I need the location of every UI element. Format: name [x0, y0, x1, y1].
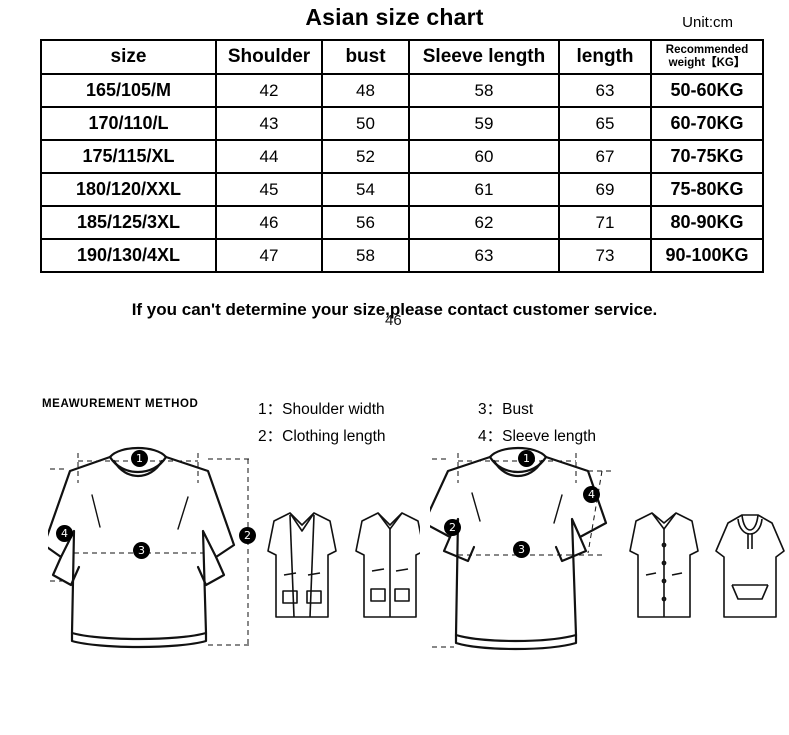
cell-shoulder: 44: [215, 139, 323, 174]
cell-sleeve: 60: [408, 139, 560, 174]
cell-size: 165/105/M: [40, 73, 217, 108]
cell-size: 170/110/L: [40, 106, 217, 141]
header-sleeve-length: Sleeve length: [408, 39, 560, 75]
table-header-row: size Shoulder bust Sleeve length length …: [40, 39, 764, 75]
badge-2-shortsleeve: 2: [444, 519, 461, 536]
table-row: 180/120/XXL 45 54 61 69 75-80KG: [40, 172, 764, 207]
legend-item-shoulder-width: 1：Shoulder width: [258, 401, 385, 418]
measurement-legend-left: 1：Shoulder width 2：Clothing length: [258, 396, 386, 450]
header-shoulder: Shoulder: [215, 39, 323, 75]
cell-size: 180/120/XXL: [40, 172, 217, 207]
legend-item-clothing-length: 2：Clothing length: [258, 428, 386, 446]
jacket-pair-diagram: [267, 512, 420, 618]
header-recommended-weight: Recommended weight【KG】: [650, 39, 764, 75]
table-row: 190/130/4XL 47 58 63 73 90-100KG: [40, 238, 764, 273]
cell-length: 67: [558, 139, 652, 174]
long-sleeve-diagram: [48, 447, 252, 649]
cell-bust: 50: [321, 106, 410, 141]
badge-3-shortsleeve: 3: [513, 541, 530, 558]
cell-size: 175/115/XL: [40, 139, 217, 174]
cell-sleeve: 58: [408, 73, 560, 108]
table-row: 170/110/L 43 50 59 65 60-70KG: [40, 106, 764, 141]
page-title: Asian size chart: [305, 4, 484, 30]
cell-size: 190/130/4XL: [40, 238, 217, 273]
cell-sleeve: 62: [408, 205, 560, 240]
badge-3-longsleeve: 3: [133, 542, 150, 559]
cell-bust: 56: [321, 205, 410, 240]
note-overlay-number: 46: [385, 312, 402, 329]
service-note: If you can't determine your size,please …: [131, 300, 658, 319]
header-size: size: [40, 39, 217, 75]
badge-2-longsleeve: 2: [239, 527, 256, 544]
cell-length: 65: [558, 106, 652, 141]
cell-size: 185/125/3XL: [40, 205, 217, 240]
cell-weight: 60-70KG: [650, 106, 764, 141]
badge-4-shortsleeve: 4: [583, 486, 600, 503]
legend-item-bust: 3：Bust: [478, 401, 534, 418]
cell-shoulder: 46: [215, 205, 323, 240]
cell-sleeve: 59: [408, 106, 560, 141]
table-row: 175/115/XL 44 52 60 67 70-75KG: [40, 139, 764, 174]
shirt-hoodie-diagram: [629, 512, 785, 618]
cell-shoulder: 43: [215, 106, 323, 141]
cell-length: 73: [558, 238, 652, 273]
badge-4-longsleeve: 4: [56, 525, 73, 542]
measurement-legend-right: 3：Bust 4：Sleeve length: [478, 396, 596, 450]
cell-weight: 75-80KG: [650, 172, 764, 207]
garment-diagrams: 1 3 2 4: [0, 330, 789, 651]
cell-length: 69: [558, 172, 652, 207]
header-bust: bust: [321, 39, 410, 75]
cell-shoulder: 47: [215, 238, 323, 273]
legend-item-sleeve-length: 4：Sleeve length: [478, 428, 597, 446]
cell-sleeve: 63: [408, 238, 560, 273]
cell-length: 71: [558, 205, 652, 240]
header-length: length: [558, 39, 652, 75]
cell-length: 63: [558, 73, 652, 108]
cell-weight: 70-75KG: [650, 139, 764, 174]
badge-1-longsleeve: 1: [131, 450, 148, 467]
short-sleeve-diagram: [430, 447, 614, 651]
cell-weight: 80-90KG: [650, 205, 764, 240]
cell-weight: 50-60KG: [650, 73, 764, 108]
table-row: 185/125/3XL 46 56 62 71 80-90KG: [40, 205, 764, 240]
cell-sleeve: 61: [408, 172, 560, 207]
measurement-method-label: MEAWUREMENT METHOD: [42, 398, 199, 410]
table-row: 165/105/M 42 48 58 63 50-60KG: [40, 73, 764, 108]
unit-label: Unit:cm: [682, 14, 733, 31]
cell-bust: 58: [321, 238, 410, 273]
cell-bust: 48: [321, 73, 410, 108]
cell-weight: 90-100KG: [650, 238, 764, 273]
cell-bust: 54: [321, 172, 410, 207]
cell-shoulder: 42: [215, 73, 323, 108]
badge-1-shortsleeve: 1: [518, 450, 535, 467]
cell-shoulder: 45: [215, 172, 323, 207]
cell-bust: 52: [321, 139, 410, 174]
size-chart-table: size Shoulder bust Sleeve length length …: [40, 39, 764, 273]
